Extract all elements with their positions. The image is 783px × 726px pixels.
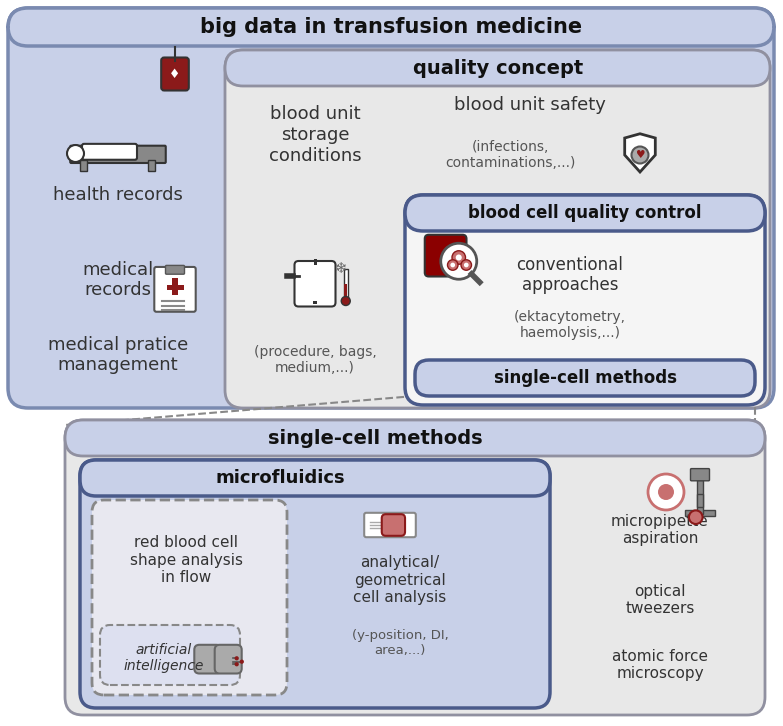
FancyBboxPatch shape — [215, 645, 242, 674]
FancyBboxPatch shape — [154, 267, 196, 311]
Text: big data in transfusion medicine: big data in transfusion medicine — [200, 17, 582, 37]
Text: (procedure, bags,
medium,...): (procedure, bags, medium,...) — [254, 345, 377, 375]
Text: (y-position, DI,
area,...): (y-position, DI, area,...) — [352, 629, 449, 657]
FancyBboxPatch shape — [424, 234, 467, 277]
Circle shape — [648, 474, 684, 510]
Circle shape — [240, 660, 244, 664]
FancyBboxPatch shape — [225, 50, 770, 86]
Bar — [148, 160, 154, 171]
Bar — [697, 480, 703, 514]
Text: medical
records: medical records — [82, 261, 153, 299]
Circle shape — [464, 263, 468, 267]
Text: health records: health records — [53, 186, 183, 204]
Bar — [80, 160, 87, 171]
Circle shape — [67, 145, 84, 162]
Bar — [312, 301, 317, 304]
Text: red blood cell
shape analysis
in flow: red blood cell shape analysis in flow — [129, 535, 243, 585]
Text: blood unit
storage
conditions: blood unit storage conditions — [269, 105, 361, 165]
Bar — [167, 285, 183, 290]
FancyBboxPatch shape — [194, 645, 222, 674]
FancyBboxPatch shape — [405, 195, 765, 231]
Circle shape — [658, 484, 674, 500]
Polygon shape — [625, 134, 655, 172]
Bar — [698, 494, 702, 507]
Text: atomic force
microscopy: atomic force microscopy — [612, 649, 708, 681]
Text: blood unit safety: blood unit safety — [454, 96, 606, 114]
Text: artificial
intelligence: artificial intelligence — [124, 643, 204, 673]
Circle shape — [452, 250, 466, 264]
Text: optical
tweezers: optical tweezers — [626, 584, 695, 616]
Text: blood cell quality control: blood cell quality control — [468, 204, 702, 222]
FancyBboxPatch shape — [8, 8, 774, 408]
Bar — [684, 510, 716, 515]
Text: (ektacytometry,
haemolysis,...): (ektacytometry, haemolysis,...) — [514, 310, 626, 340]
Bar — [345, 284, 347, 299]
FancyBboxPatch shape — [65, 420, 765, 715]
Circle shape — [632, 147, 648, 163]
Text: conventional
approaches: conventional approaches — [517, 256, 623, 295]
Text: (infections,
contaminations,...): (infections, contaminations,...) — [445, 140, 576, 170]
Text: micropipette
aspiration: micropipette aspiration — [611, 514, 709, 546]
FancyBboxPatch shape — [8, 8, 774, 46]
FancyBboxPatch shape — [100, 625, 240, 685]
FancyBboxPatch shape — [691, 468, 709, 481]
FancyBboxPatch shape — [364, 513, 416, 537]
FancyBboxPatch shape — [294, 261, 335, 306]
FancyBboxPatch shape — [80, 460, 550, 496]
Bar — [172, 278, 178, 295]
Text: ♦: ♦ — [169, 68, 181, 81]
FancyBboxPatch shape — [80, 460, 550, 708]
Circle shape — [461, 260, 471, 270]
FancyBboxPatch shape — [82, 144, 137, 160]
Circle shape — [456, 254, 462, 261]
FancyBboxPatch shape — [225, 50, 770, 408]
FancyBboxPatch shape — [382, 514, 405, 536]
Text: single-cell methods: single-cell methods — [493, 369, 677, 387]
FancyBboxPatch shape — [70, 146, 166, 163]
Text: quality concept: quality concept — [413, 59, 583, 78]
Circle shape — [235, 662, 239, 666]
Text: microfluidics: microfluidics — [215, 469, 345, 487]
Bar — [344, 269, 348, 299]
Circle shape — [689, 510, 702, 524]
FancyBboxPatch shape — [65, 420, 765, 456]
Circle shape — [235, 656, 239, 661]
FancyBboxPatch shape — [165, 266, 185, 274]
Text: ❄: ❄ — [335, 261, 348, 277]
Text: single-cell methods: single-cell methods — [268, 428, 482, 447]
FancyBboxPatch shape — [92, 500, 287, 695]
Text: medical pratice
management: medical pratice management — [48, 335, 188, 375]
Circle shape — [441, 243, 477, 280]
Text: analytical/
geometrical
cell analysis: analytical/ geometrical cell analysis — [353, 555, 446, 605]
FancyBboxPatch shape — [405, 195, 765, 405]
FancyBboxPatch shape — [161, 57, 189, 91]
Circle shape — [341, 296, 350, 306]
Bar — [313, 259, 316, 265]
Circle shape — [450, 263, 455, 267]
Circle shape — [448, 260, 458, 270]
FancyBboxPatch shape — [415, 360, 755, 396]
Text: ♥: ♥ — [635, 150, 644, 160]
